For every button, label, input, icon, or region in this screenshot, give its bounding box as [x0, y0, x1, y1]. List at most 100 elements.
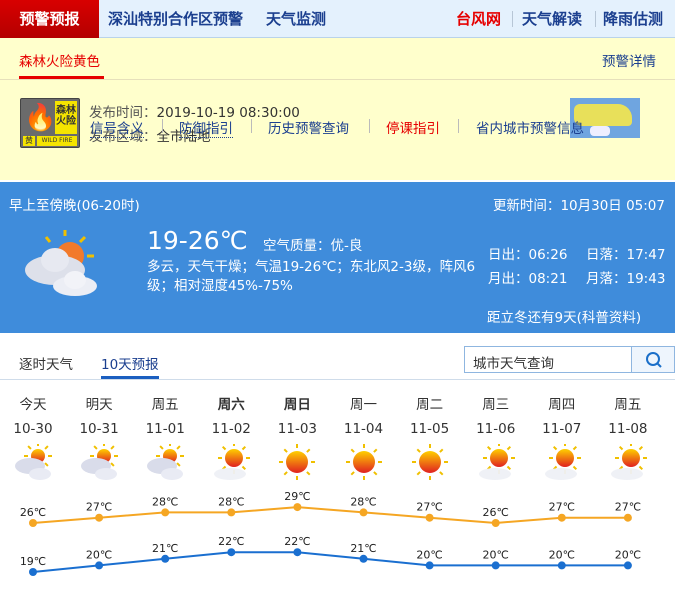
link-defense-guide[interactable]: 防御指引 — [179, 117, 233, 138]
update-label: 更新时间： — [492, 198, 561, 214]
high-temp-point — [227, 508, 236, 517]
warning-map-thumbnail[interactable] — [570, 98, 640, 138]
partly-sunny-icon — [214, 444, 251, 480]
solar-term-link[interactable]: 距立冬还有9天(科普资料) — [487, 310, 642, 326]
link-province-warnings[interactable]: 省内城市预警信息 — [476, 121, 584, 137]
low-temp-point — [293, 548, 302, 557]
link-signal-meaning[interactable]: 信号含义 — [90, 117, 144, 138]
nav-tab-monitor[interactable]: 天气监测 — [266, 10, 327, 28]
cloudy-icon — [15, 444, 52, 480]
high-temp-point — [557, 513, 566, 522]
low-temp-point — [491, 561, 500, 570]
sunset: 日落：17:47 — [586, 247, 666, 263]
aq-label: 空气质量： — [263, 238, 331, 254]
high-temp-label: 27℃ — [615, 501, 641, 514]
moonset: 月落：19:43 — [586, 271, 666, 287]
nav-link-typhoon[interactable]: 台风网 — [456, 10, 502, 28]
sunny-icon — [411, 444, 448, 480]
issue-time: 2019-10-19 08:30:00 — [156, 105, 300, 121]
tab-hourly[interactable]: 逐时天气 — [19, 357, 73, 373]
update-time: 10月30日 05:07 — [560, 198, 665, 214]
forecast-date: 11-02 — [211, 421, 251, 437]
forecast-day: 今天 — [19, 397, 47, 413]
forecast-date: 11-04 — [343, 421, 384, 437]
forecast-date: 11-07 — [542, 421, 582, 437]
forecast-day: 周四 — [548, 397, 576, 413]
low-temp-label: 20℃ — [416, 548, 442, 561]
nav-link-interpret[interactable]: 天气解读 — [522, 10, 583, 28]
low-temp-point — [95, 561, 104, 570]
forecast-date: 11-05 — [409, 421, 450, 437]
low-temp-label: 21℃ — [152, 542, 178, 555]
forecast-date: 11-03 — [277, 421, 317, 437]
period: 早上至傍晚(06-20时) — [9, 198, 140, 214]
low-temp-point — [227, 548, 236, 557]
city-search-input[interactable]: 城市天气查询 — [464, 346, 632, 373]
low-temp-label: 21℃ — [350, 542, 376, 555]
low-temp-label: 22℃ — [218, 535, 244, 548]
forecast-day: 周五 — [614, 397, 642, 413]
cloudy-icon — [25, 230, 97, 296]
link-history[interactable]: 历史预警查询 — [268, 121, 349, 137]
cloudy-icon — [81, 444, 119, 480]
wildfire-warning-icon: 🔥 森林火险 黄 WILD FIRE — [20, 98, 80, 148]
forecast-day: 周六 — [217, 397, 245, 413]
forecast-day: 周二 — [416, 397, 444, 413]
tab-10day[interactable]: 10天预报 — [101, 357, 159, 373]
forecast-day: 周一 — [350, 397, 377, 413]
low-temp-line — [32, 551, 628, 573]
high-temp-label: 28℃ — [152, 495, 178, 508]
low-temp-label: 20℃ — [86, 548, 112, 561]
forecast-day: 周三 — [482, 397, 510, 413]
high-temp-point — [293, 503, 302, 512]
high-temp-label: 28℃ — [218, 495, 244, 508]
forecast-date: 10-31 — [79, 421, 119, 437]
high-temp-label: 27℃ — [86, 501, 112, 514]
air-quality: 优-良 — [330, 238, 363, 254]
high-temp-label: 29℃ — [284, 490, 310, 503]
high-temp-label: 27℃ — [416, 501, 442, 514]
low-temp-point — [623, 561, 632, 570]
high-temp-point — [161, 508, 170, 517]
high-temp-point — [623, 513, 632, 522]
low-temp-point — [425, 561, 434, 570]
high-temp-point — [491, 519, 500, 527]
high-temp-point — [95, 513, 104, 522]
high-temp-point — [425, 513, 434, 522]
forecast-day: 周五 — [151, 397, 179, 413]
low-temp-point — [161, 554, 170, 563]
low-temp-point — [359, 554, 368, 563]
high-temp-label: 26℃ — [483, 506, 509, 519]
sunny-icon — [279, 444, 316, 480]
sunrise: 日出：06:26 — [488, 247, 568, 263]
top-nav: 预警预报 深汕特别合作区预警 天气监测 台风网 天气解读 降雨估测 — [0, 0, 675, 38]
temperature-chart: 26℃ 27℃ 28℃ 28℃ 29℃ 28℃ 27℃ 26℃ 27℃ 27℃ 19℃ 20℃ 21℃ 2… — [20, 490, 641, 576]
moonrise: 月出：08:21 — [488, 271, 568, 287]
high-temp-line — [32, 506, 628, 525]
warning-detail-link[interactable]: 预警详情 — [602, 54, 656, 70]
current-weather-panel: 早上至傍晚(06-20时) 更新时间：10月30日 05:07 19-26℃ 空… — [0, 182, 675, 333]
partly-sunny-icon — [478, 444, 515, 480]
search-button[interactable] — [631, 346, 675, 373]
low-temp-point — [29, 568, 37, 576]
temperature-range: 19-26℃ — [147, 226, 248, 255]
forecast-date: 11-01 — [145, 421, 185, 437]
link-class-suspension[interactable]: 停课指引 — [386, 121, 440, 137]
high-temp-label: 26℃ — [20, 506, 46, 519]
forecast-date: 10-30 — [13, 421, 53, 437]
time-label: 发布时间： — [89, 105, 157, 121]
high-temp-point — [29, 519, 37, 527]
forecast-day: 明天 — [85, 397, 113, 413]
low-temp-label: 20℃ — [615, 548, 641, 561]
warning-title-tab[interactable]: 森林火险黄色 — [19, 54, 100, 70]
nav-tab-warning[interactable]: 预警预报 — [0, 0, 99, 38]
high-temp-label: 27℃ — [549, 501, 575, 514]
forecast-day: 周日 — [283, 397, 311, 413]
weather-description: 多云，天气干燥；气温19-26℃；东北风2-3级，阵风6级；相对湿度45%-75… — [147, 259, 476, 294]
forecast-date: 11-08 — [608, 421, 648, 437]
nav-link-rain[interactable]: 降雨估测 — [603, 10, 664, 28]
partly-sunny-icon — [544, 444, 581, 480]
low-temp-point — [557, 561, 566, 570]
nav-tab-shenshan[interactable]: 深汕特别合作区预警 — [108, 10, 244, 28]
search-icon — [646, 352, 662, 368]
